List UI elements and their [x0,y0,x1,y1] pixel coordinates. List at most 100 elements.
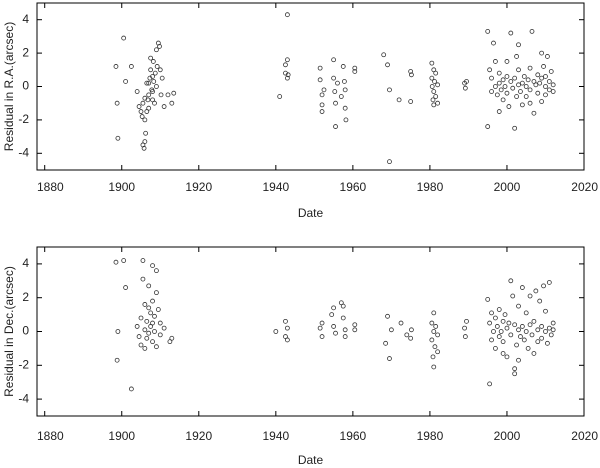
point [508,30,514,36]
point [462,334,468,339]
point [550,82,556,88]
point [432,79,437,84]
point [113,64,119,69]
point [510,293,516,299]
point [329,312,335,318]
point [506,104,512,109]
point [489,89,494,94]
point [531,110,537,116]
point [504,325,510,331]
point [539,99,545,104]
point [284,337,290,343]
y-tick-label: 2 [22,45,29,59]
point [409,327,414,333]
point [333,100,338,106]
point [408,69,414,74]
y-tick-label: 4 [22,12,29,26]
point [128,386,134,392]
point [165,92,171,98]
point [152,70,158,76]
point [539,324,545,329]
point [143,130,149,136]
x-tick-label: 2020 [571,180,598,194]
point [155,307,161,312]
point [498,329,504,334]
point [338,94,344,99]
point [387,87,392,93]
point [333,330,338,336]
point [340,303,346,309]
point [140,100,146,106]
point [489,75,494,81]
point [150,339,155,345]
y-axis-title: Residual in Dec.(arcsec) [2,266,16,397]
point [142,117,148,123]
point [493,84,498,89]
point [277,94,283,99]
point [157,67,163,73]
point [154,344,159,350]
point [543,92,548,98]
point [154,64,160,69]
point [123,79,128,84]
point [385,313,390,319]
point [543,74,548,79]
point [504,59,510,64]
point [519,324,525,329]
point [523,84,529,89]
point [114,100,120,106]
point [512,322,518,328]
point [462,85,468,91]
x-tick-label: 1920 [185,429,212,443]
point [429,320,435,326]
point [516,42,521,48]
point [146,330,152,336]
point [352,327,358,333]
point [138,315,144,321]
point [169,335,175,341]
point [429,60,435,66]
point [550,327,556,333]
point [429,337,435,343]
point [493,59,498,64]
point [496,109,502,114]
point [343,117,349,123]
point [152,100,157,106]
point [319,334,325,339]
point [487,67,493,73]
point [514,54,519,59]
x-tick-label: 1880 [37,429,64,443]
y-tick-label: 2 [22,290,29,304]
point [546,87,552,93]
plot-frame [36,2,585,171]
point [535,327,541,333]
point [493,315,498,321]
point [506,320,512,326]
point [136,334,142,339]
point [537,298,543,304]
y-axis-title: Residual in R.A.(arcsec) [2,22,16,151]
point [550,320,556,326]
point [319,102,325,108]
point [139,114,145,119]
point [398,320,404,326]
point [387,356,392,361]
x-tick-label: 1960 [340,180,367,194]
point [408,335,414,341]
point [512,75,518,81]
y-tick-label: 0 [22,324,29,338]
point [433,94,439,99]
point [527,87,533,93]
point [142,345,148,351]
point [523,94,529,99]
point [535,339,541,345]
x-tick-label: 1940 [262,429,289,443]
x-tick-label: 2000 [494,180,521,194]
point [159,75,165,81]
point [516,67,521,73]
point [489,310,494,316]
point [150,74,155,79]
point [161,104,167,109]
point [533,288,539,294]
point [388,327,394,333]
